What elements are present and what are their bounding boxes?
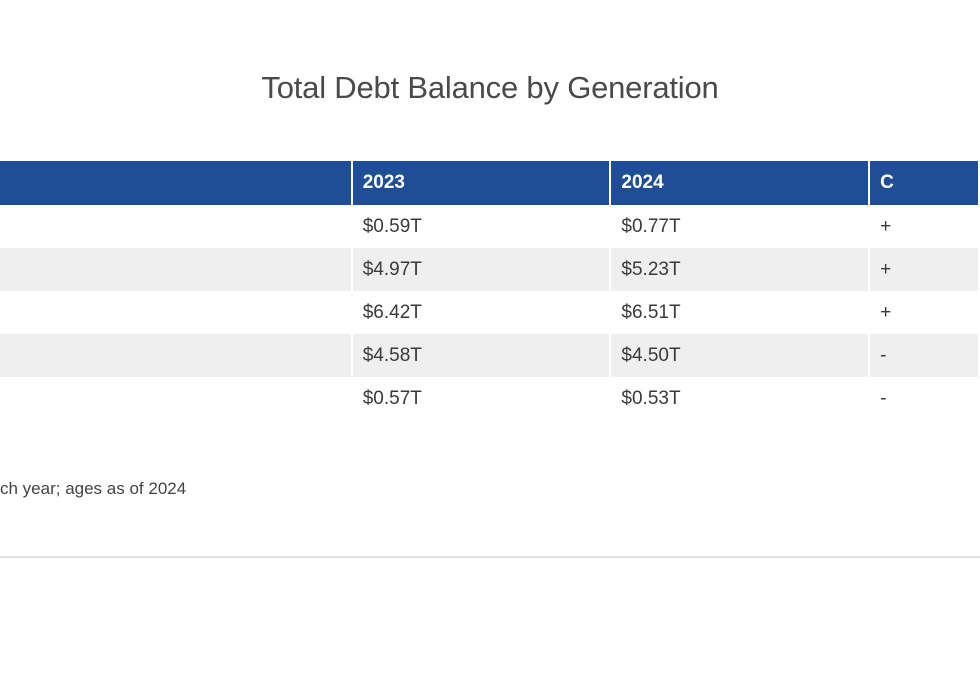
table-header-row: 2023 2024 C [0, 161, 980, 205]
cell-change: + [869, 205, 980, 248]
table-row: $4.97T $5.23T + [0, 248, 980, 291]
cell-2024: $0.53T [610, 377, 871, 420]
header-generation [0, 161, 353, 205]
divider [0, 556, 980, 558]
cell-2023: $0.57T [351, 377, 612, 420]
header-change: C [869, 161, 980, 205]
cell-generation [0, 377, 353, 420]
cell-change: + [869, 248, 980, 291]
table-footnote: ch year; ages as of 2024 [0, 479, 187, 498]
cell-2024: $6.51T [610, 291, 871, 334]
cell-2024: $0.77T [610, 205, 871, 248]
cell-generation [0, 248, 353, 291]
table-row: $4.58T $4.50T - [0, 334, 980, 377]
cell-2023: $4.97T [351, 248, 612, 291]
table-row: $0.59T $0.77T + [0, 205, 980, 248]
cell-2023: $6.42T [351, 291, 612, 334]
cell-change: - [869, 377, 980, 420]
cell-2024: $4.50T [610, 334, 871, 377]
debt-table: 2023 2024 C $0.59T $0.77T + $4.97T $5.23… [0, 161, 980, 420]
header-2024: 2024 [610, 161, 871, 205]
cell-2024: $5.23T [610, 248, 871, 291]
header-2023: 2023 [351, 161, 612, 205]
table-row: $0.57T $0.53T - [0, 377, 980, 420]
cell-2023: $0.59T [351, 205, 612, 248]
cell-generation [0, 291, 353, 334]
cell-change: + [869, 291, 980, 334]
page-title: Total Debt Balance by Generation [261, 70, 719, 105]
cell-change: - [869, 334, 980, 377]
cell-generation [0, 334, 353, 377]
cell-2023: $4.58T [351, 334, 612, 377]
cell-generation [0, 205, 353, 248]
table-row: $6.42T $6.51T + [0, 291, 980, 334]
